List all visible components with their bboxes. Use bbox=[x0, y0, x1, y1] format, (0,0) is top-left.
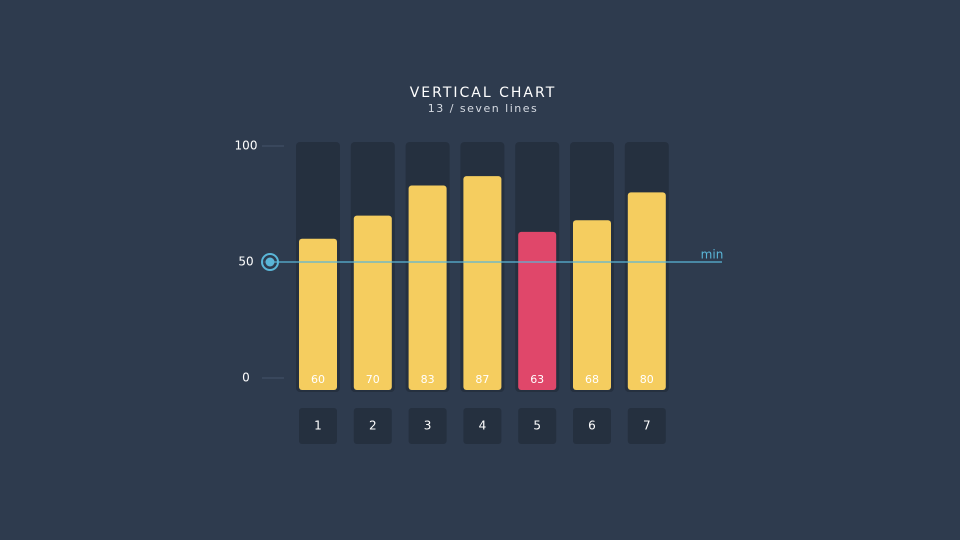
value-label: 63 bbox=[530, 373, 544, 386]
x-tick-label: 6 bbox=[588, 419, 596, 433]
bar bbox=[353, 215, 392, 390]
x-tick-label: 4 bbox=[479, 419, 487, 433]
x-tick-label: 5 bbox=[533, 419, 541, 433]
value-label: 70 bbox=[366, 373, 380, 386]
x-tick-label: 2 bbox=[369, 419, 377, 433]
category-box bbox=[299, 408, 337, 444]
reference-marker bbox=[265, 257, 275, 267]
x-tick-label: 1 bbox=[314, 419, 322, 433]
bar bbox=[627, 192, 666, 390]
x-tick-label: 3 bbox=[424, 419, 432, 433]
value-label: 87 bbox=[475, 373, 489, 386]
y-tick-label: 50 bbox=[238, 255, 253, 269]
y-tick-label: 100 bbox=[235, 139, 258, 153]
bar bbox=[299, 238, 337, 390]
chart-title: VERTICAL CHART bbox=[410, 85, 557, 101]
category-box bbox=[518, 408, 557, 444]
reference-marker-ring bbox=[261, 253, 279, 271]
chart-subtitle: 13 / seven lines bbox=[428, 102, 539, 115]
category-box bbox=[573, 408, 611, 444]
value-label: 80 bbox=[640, 373, 654, 386]
bar bbox=[463, 176, 502, 390]
bar bbox=[573, 220, 611, 390]
reference-label: min bbox=[701, 248, 724, 262]
category-box bbox=[408, 408, 447, 444]
x-tick-label: 7 bbox=[643, 419, 651, 433]
category-box bbox=[353, 408, 392, 444]
category-box bbox=[627, 408, 666, 444]
bar bbox=[518, 231, 557, 390]
category-box bbox=[463, 408, 502, 444]
value-label: 68 bbox=[585, 373, 599, 386]
y-tick-label: 0 bbox=[242, 371, 250, 385]
value-label: 83 bbox=[421, 373, 435, 386]
bar bbox=[408, 185, 447, 390]
value-label: 60 bbox=[311, 373, 325, 386]
